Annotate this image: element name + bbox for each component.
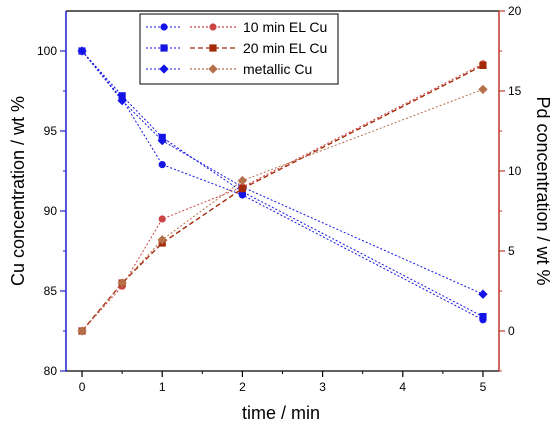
right-tick-label: 0 — [508, 324, 515, 338]
legend-entry: 10 min EL Cu — [146, 19, 327, 35]
x-tick-label: 1 — [159, 380, 166, 394]
data-point — [117, 95, 127, 106]
legend-entry: metallic Cu — [146, 61, 312, 77]
right-tick-label: 10 — [508, 164, 522, 178]
legend-marker — [160, 23, 168, 31]
x-tick-label: 2 — [239, 380, 246, 394]
legend-label: 10 min EL Cu — [243, 19, 327, 35]
data-point — [158, 215, 166, 223]
right-tick-label: 20 — [508, 4, 522, 18]
data-point — [117, 278, 127, 288]
legend-marker — [159, 64, 169, 74]
x-tick-label: 4 — [399, 380, 406, 394]
legend-label: metallic Cu — [243, 61, 312, 77]
x-tick-label: 5 — [480, 380, 487, 394]
data-point — [157, 135, 167, 146]
legend-marker — [209, 23, 217, 31]
data-point — [479, 61, 487, 69]
series-line — [81, 63, 484, 332]
left-tick-label: 80 — [44, 364, 58, 378]
left-y-axis: 80 85 90 95 100 — [37, 11, 67, 378]
legend-marker — [160, 44, 168, 52]
legend-marker — [209, 44, 217, 52]
legend-box — [139, 13, 339, 85]
left-tick-label: 85 — [44, 284, 58, 298]
right-y-axis: 0 5 10 15 20 — [498, 4, 522, 372]
x-tick-label: 3 — [319, 380, 326, 394]
data-point — [77, 326, 87, 336]
data-point — [479, 313, 487, 321]
left-tick-label: 90 — [44, 204, 58, 218]
x-tick-label: 0 — [79, 380, 86, 394]
data-point — [77, 46, 87, 56]
x-axis-title: time / min — [242, 403, 320, 423]
data-point — [237, 175, 248, 186]
data-point — [158, 161, 166, 169]
right-tick-label: 5 — [508, 244, 515, 258]
data-point — [478, 289, 488, 299]
right-tick-label: 15 — [508, 84, 522, 98]
data-point — [478, 84, 488, 95]
left-y-axis-title: Cu concentration / wt % — [8, 96, 28, 286]
left-tick-label: 95 — [44, 124, 58, 138]
legend-label: 20 min EL Cu — [243, 40, 327, 56]
series-line — [81, 50, 484, 321]
data-point — [238, 185, 247, 193]
legend-entry: 20 min EL Cu — [146, 40, 327, 56]
right-y-axis-title: Pd concentration / wt % — [533, 96, 550, 285]
series-layer — [77, 46, 488, 336]
data-point — [118, 92, 126, 100]
left-tick-label: 100 — [37, 44, 57, 58]
x-axis: 0 1 2 3 4 5 — [79, 371, 487, 394]
series-2 — [77, 46, 488, 299]
legend: 10 min EL Cu 20 min EL Cu metallic Cu — [139, 13, 339, 85]
data-point — [157, 235, 167, 245]
legend-marker — [208, 64, 218, 74]
series-5 — [77, 84, 488, 336]
